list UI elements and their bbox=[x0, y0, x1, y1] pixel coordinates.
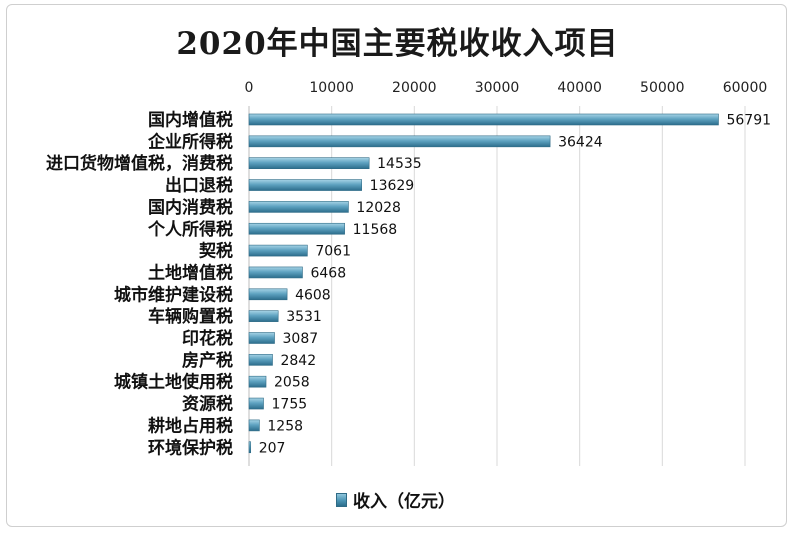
category-label: 印花税 bbox=[182, 328, 233, 349]
value-label: 3531 bbox=[286, 309, 322, 325]
bar bbox=[248, 135, 551, 148]
bar bbox=[248, 332, 275, 344]
value-label: 56791 bbox=[726, 113, 771, 129]
legend-swatch bbox=[336, 492, 347, 507]
category-label: 国内消费税 bbox=[148, 197, 233, 218]
bar bbox=[248, 113, 719, 126]
value-label: 1258 bbox=[267, 418, 303, 434]
category-label: 个人所得税 bbox=[147, 219, 233, 240]
bar bbox=[248, 419, 260, 432]
value-label: 6468 bbox=[310, 265, 346, 281]
category-label: 土地增值税 bbox=[148, 262, 233, 283]
bars bbox=[248, 113, 719, 454]
x-tick-label: 50000 bbox=[640, 80, 685, 96]
bar bbox=[248, 222, 345, 235]
category-label: 车辆购置税 bbox=[148, 306, 233, 327]
bar bbox=[248, 310, 279, 322]
value-label: 1755 bbox=[272, 397, 308, 413]
category-label: 资源税 bbox=[182, 394, 233, 415]
x-tick-label: 60000 bbox=[723, 80, 768, 96]
category-label: 企业所得税 bbox=[147, 131, 233, 152]
category-label: 出口退税 bbox=[165, 175, 233, 196]
bar bbox=[248, 201, 349, 213]
bar bbox=[248, 266, 303, 279]
category-labels: 国内增值税企业所得税进口货物增值税，消费税出口退税国内消费税个人所得税契税土地增… bbox=[46, 110, 233, 459]
category-label: 城镇土地使用税 bbox=[114, 372, 233, 393]
bar bbox=[248, 179, 362, 191]
bar bbox=[248, 375, 267, 388]
x-tick-label: 40000 bbox=[557, 80, 602, 96]
value-label: 13629 bbox=[370, 178, 415, 194]
x-tick-label: 10000 bbox=[309, 80, 354, 96]
x-tick-label: 0 bbox=[245, 80, 254, 96]
bar bbox=[248, 288, 288, 301]
x-tick-labels: 0 10000 20000 30000 40000 50000 60000 bbox=[245, 80, 768, 96]
category-label: 耕地占用税 bbox=[148, 415, 233, 436]
value-label: 207 bbox=[259, 440, 286, 456]
value-label: 4608 bbox=[295, 287, 331, 303]
legend: 收入（亿元） bbox=[336, 487, 455, 512]
value-label: 36424 bbox=[558, 134, 603, 150]
value-label: 2842 bbox=[280, 353, 316, 369]
value-label: 11568 bbox=[353, 222, 398, 238]
bar bbox=[248, 244, 308, 257]
chart-title: 2020年中国主要税收收入项目 bbox=[176, 26, 619, 62]
x-tick-label: 20000 bbox=[392, 80, 437, 96]
bar bbox=[248, 397, 264, 410]
value-label: 14535 bbox=[377, 156, 422, 172]
category-label: 国内增值税 bbox=[148, 110, 233, 131]
bar bbox=[248, 441, 252, 454]
value-label: 3087 bbox=[283, 331, 319, 347]
bar bbox=[248, 157, 370, 169]
value-label: 12028 bbox=[356, 200, 401, 216]
chart-frame bbox=[6, 4, 787, 527]
category-label: 城市维护建设税 bbox=[114, 284, 233, 305]
value-label: 2058 bbox=[274, 375, 310, 391]
category-label: 进口货物增值税，消费税 bbox=[46, 153, 233, 174]
bar bbox=[248, 354, 273, 366]
category-label: 契税 bbox=[198, 241, 233, 262]
x-tick-label: 30000 bbox=[475, 80, 520, 96]
category-label: 环境保护税 bbox=[148, 437, 233, 458]
legend-label: 收入（亿元） bbox=[353, 492, 455, 512]
value-label: 7061 bbox=[315, 244, 351, 260]
category-label: 房产税 bbox=[182, 350, 233, 371]
